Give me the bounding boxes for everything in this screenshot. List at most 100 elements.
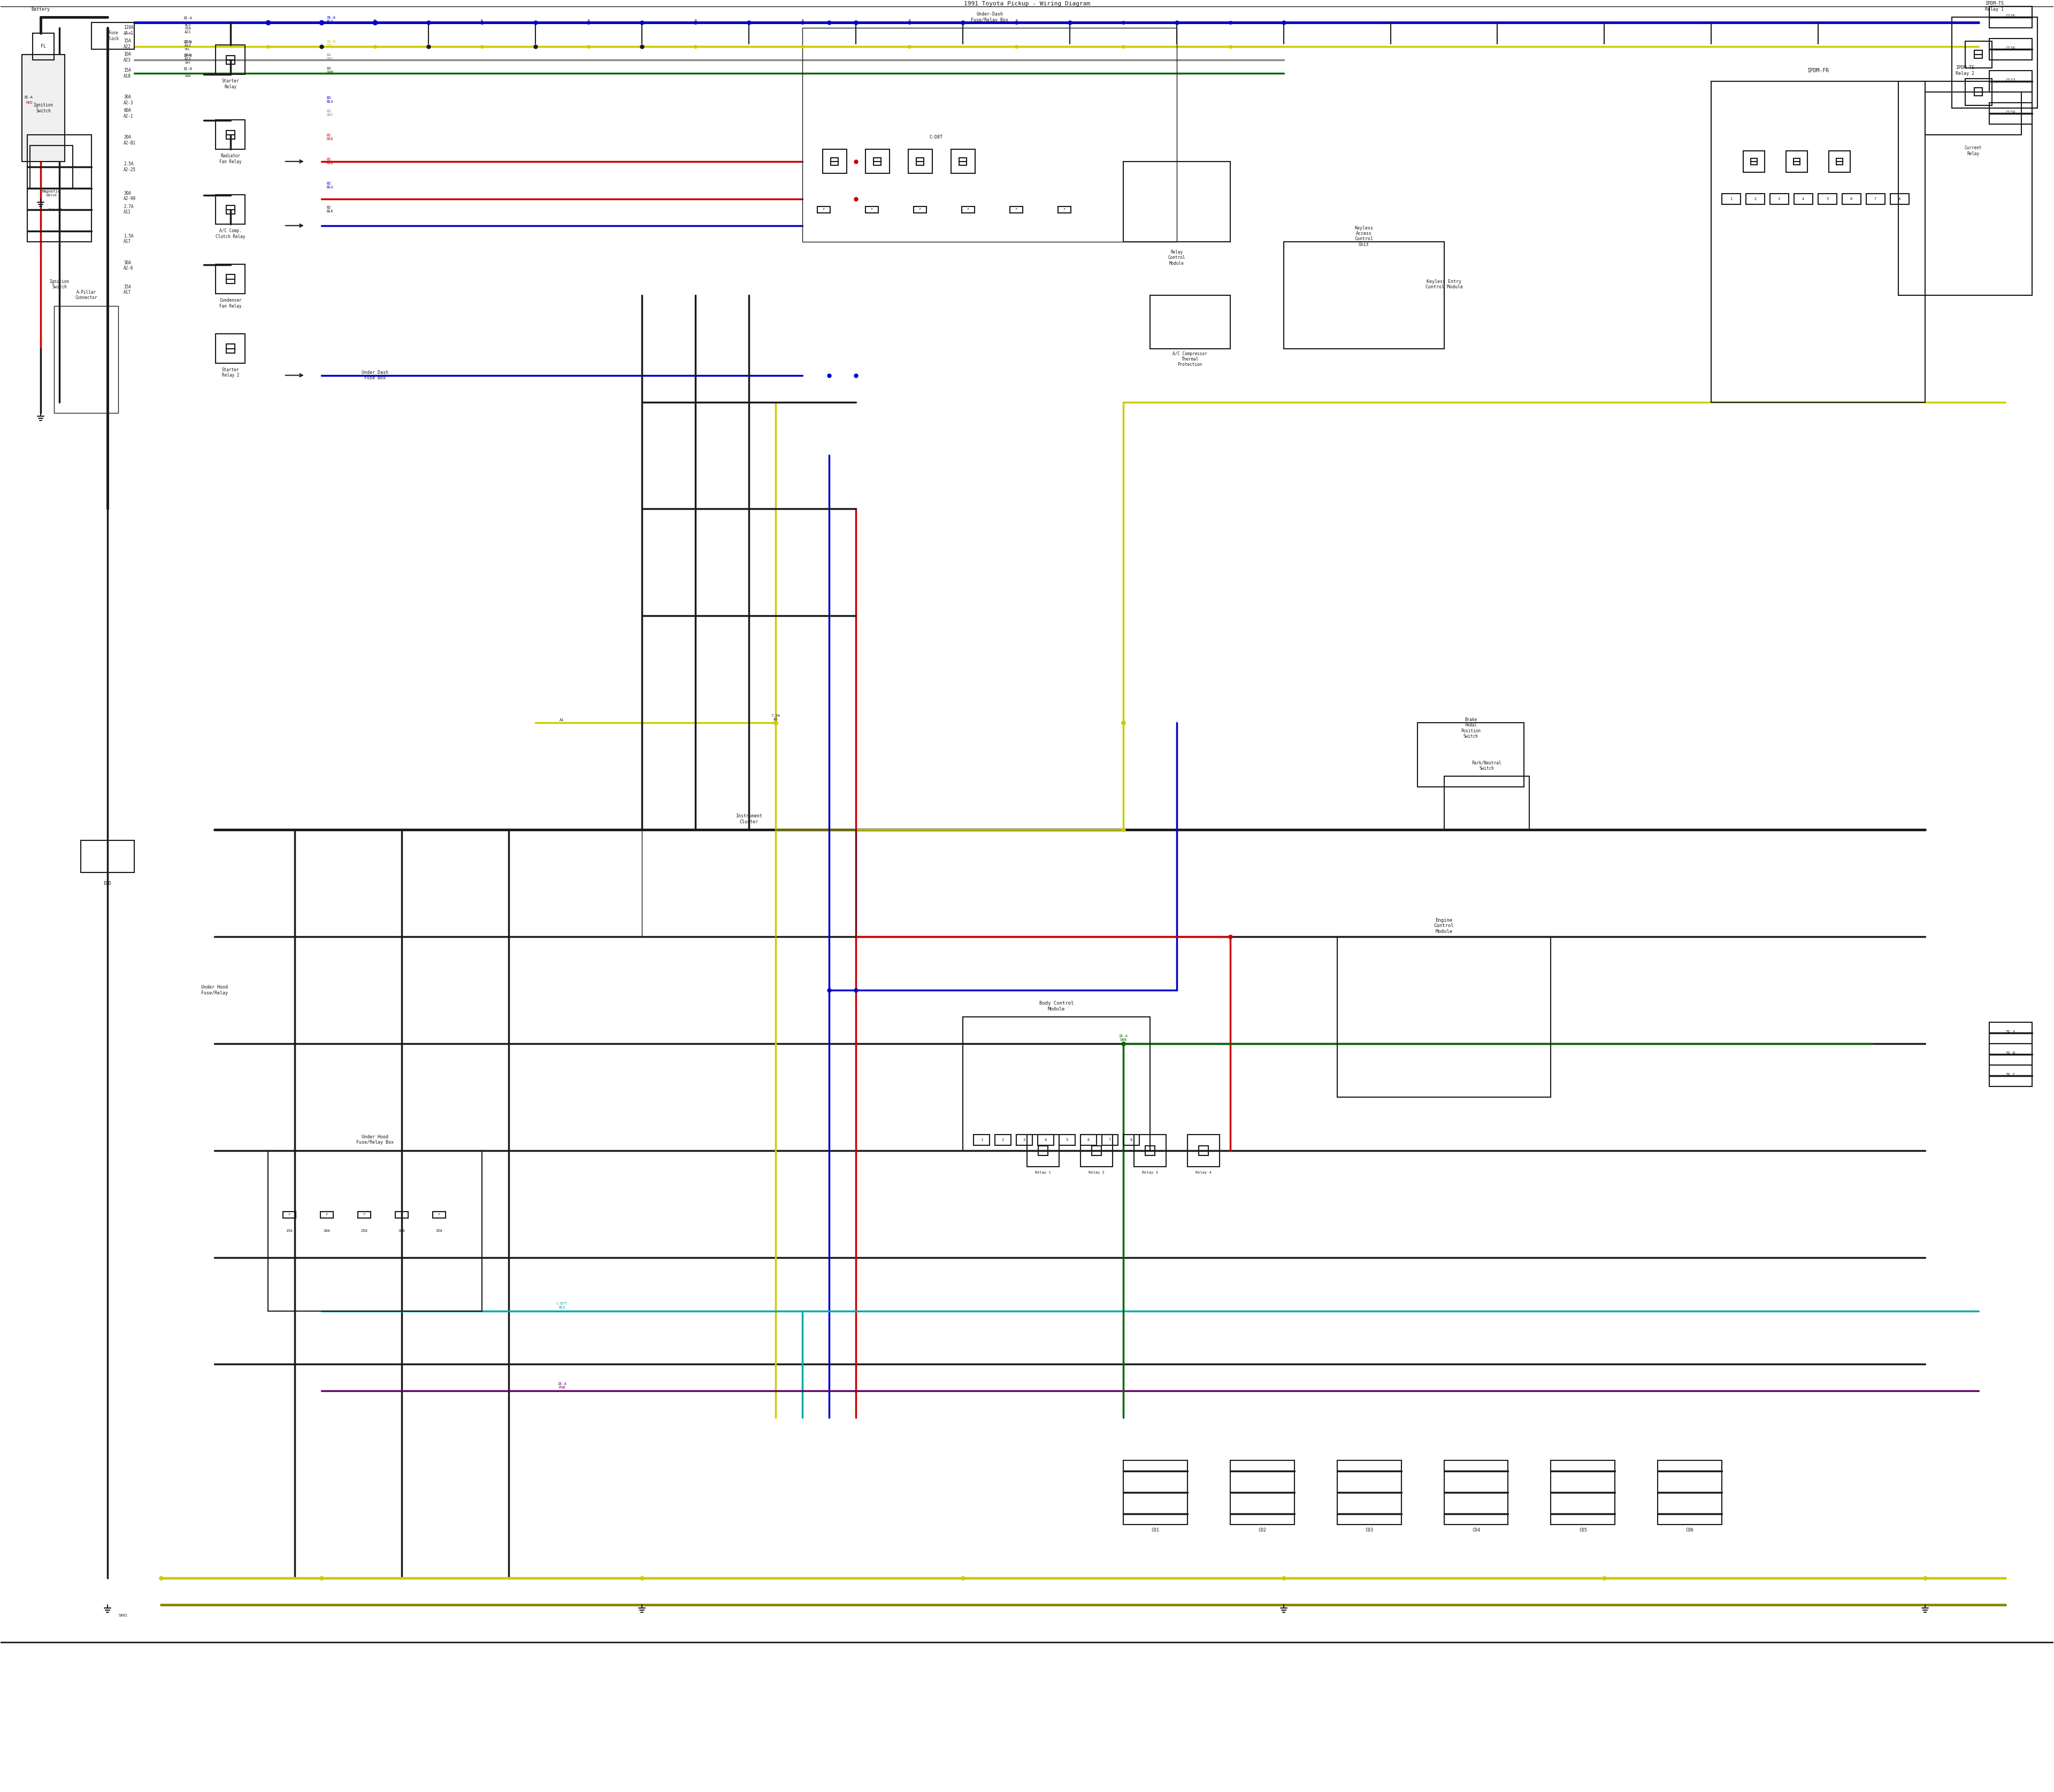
Text: 25A: 25A [362,1229,368,1233]
Text: IE-B: IE-B [183,68,193,70]
Text: 2: 2 [1002,1138,1004,1142]
Bar [1711,81,1925,401]
Text: B4
GRY: B4 GRY [327,54,333,61]
Bar [1988,38,2031,59]
Bar [33,32,53,59]
Text: C03: C03 [1366,1527,1374,1532]
Text: 7.5A
A5: 7.5A A5 [770,713,781,720]
Text: 3: 3 [1779,197,1781,201]
Bar [1187,1134,1220,1167]
Text: IPDM-TS
Relay 1: IPDM-TS Relay 1 [1986,2,2005,11]
Text: 15A
A18: 15A A18 [123,68,131,79]
Bar [1925,91,2021,134]
Text: FL: FL [41,45,45,48]
Text: 4: 4 [1801,197,1803,201]
Text: Ignition
Switch: Ignition Switch [49,280,70,290]
Text: 15A: 15A [286,1229,292,1233]
Bar [865,149,889,174]
Bar [357,1211,370,1219]
Bar [1750,158,1758,165]
Bar [1444,776,1530,830]
Bar [1988,102,2031,124]
Text: Park/Neutral
Switch: Park/Neutral Switch [1473,760,1501,771]
Text: Relay
Control
Module: Relay Control Module [1169,249,1185,265]
Bar [1890,194,1908,204]
Bar [1836,158,1842,165]
Bar [908,149,933,174]
Bar [1150,296,1230,349]
Text: C127: C127 [2005,79,2015,84]
Text: Relay 1: Relay 1 [1035,1170,1052,1174]
Bar [1787,151,1808,172]
Text: 15A
A17: 15A A17 [123,285,131,296]
Bar [394,1211,409,1219]
Bar [1037,1145,1048,1156]
Text: 4: 4 [1045,1138,1048,1142]
Bar [1080,1134,1097,1145]
Text: Under Dash
Fuse Box: Under Dash Fuse Box [362,371,388,380]
Bar [1058,206,1070,213]
Text: 30A
A2-99: 30A A2-99 [123,192,136,201]
Text: BLU: BLU [185,23,191,27]
Text: B2
RED: B2 RED [327,134,333,142]
Text: S001: S001 [119,1615,127,1616]
Text: 7: 7 [1873,197,1877,201]
Text: 30A
A2-6: 30A A2-6 [123,260,134,271]
Text: IE-B: IE-B [2005,1052,2015,1057]
Text: 8: 8 [1130,1138,1132,1142]
Bar [216,265,244,294]
Bar [226,131,234,140]
Text: A-Pillar
Connector: A-Pillar Connector [76,290,97,301]
Bar [1037,1134,1054,1145]
Bar [1124,1460,1187,1525]
Text: C06: C06 [1686,1527,1695,1532]
Text: A/C Compressor
Thermal
Protection: A/C Compressor Thermal Protection [1173,351,1208,367]
Bar [959,158,967,165]
Bar [1230,1460,1294,1525]
Text: 15A
A21: 15A A21 [185,27,191,34]
Text: A1: A1 [559,719,565,722]
Text: IE-A
GRN: IE-A GRN [1119,1034,1128,1041]
Bar [817,206,830,213]
Bar [1771,194,1789,204]
Text: Brake
Pedal
Position
Switch: Brake Pedal Position Switch [1460,717,1481,738]
Bar [1551,1460,1614,1525]
Bar [1974,88,1982,97]
Text: IE-A
BLU: IE-A BLU [327,16,335,23]
Bar [1744,151,1764,172]
Text: C05: C05 [1580,1527,1588,1532]
Text: 15A
A22: 15A A22 [123,39,131,48]
Bar [216,333,244,364]
Text: 1: 1 [980,1138,982,1142]
Text: C01: C01 [1152,1527,1158,1532]
Bar [216,195,244,224]
Bar [832,158,838,165]
Text: Battery: Battery [31,7,49,13]
Text: Under-Dash
Fuse/Relay Box: Under-Dash Fuse/Relay Box [972,13,1009,22]
Bar [27,134,92,242]
Text: Relay 2: Relay 2 [1089,1170,1105,1174]
Text: C125: C125 [2005,14,2015,20]
Text: 10A
A23: 10A A23 [123,52,131,63]
Bar [216,45,244,75]
Text: Relay 4: Relay 4 [1195,1170,1212,1174]
Bar [320,1211,333,1219]
Text: IE-A
PUR: IE-A PUR [557,1382,567,1389]
Bar [1828,151,1851,172]
Bar [1818,194,1836,204]
Text: 2.7A
A11: 2.7A A11 [123,204,134,215]
Bar [1793,158,1799,165]
Bar [1200,1145,1208,1156]
Text: 35A: 35A [435,1229,442,1233]
Bar [1017,1134,1033,1145]
Text: 8: 8 [1898,197,1900,201]
Text: 6: 6 [1851,197,1853,201]
Bar [1284,242,1444,349]
Text: Keyless
Access
Control
Unit: Keyless Access Control Unit [1354,226,1374,247]
Bar [433,1211,446,1219]
Text: IE-B: IE-B [183,54,193,57]
Bar [1124,1134,1140,1145]
Bar [916,158,924,165]
Text: 20A
A2-B1: 20A A2-B1 [123,134,136,145]
Text: Keyless Entry
Control Module: Keyless Entry Control Module [1425,280,1462,290]
